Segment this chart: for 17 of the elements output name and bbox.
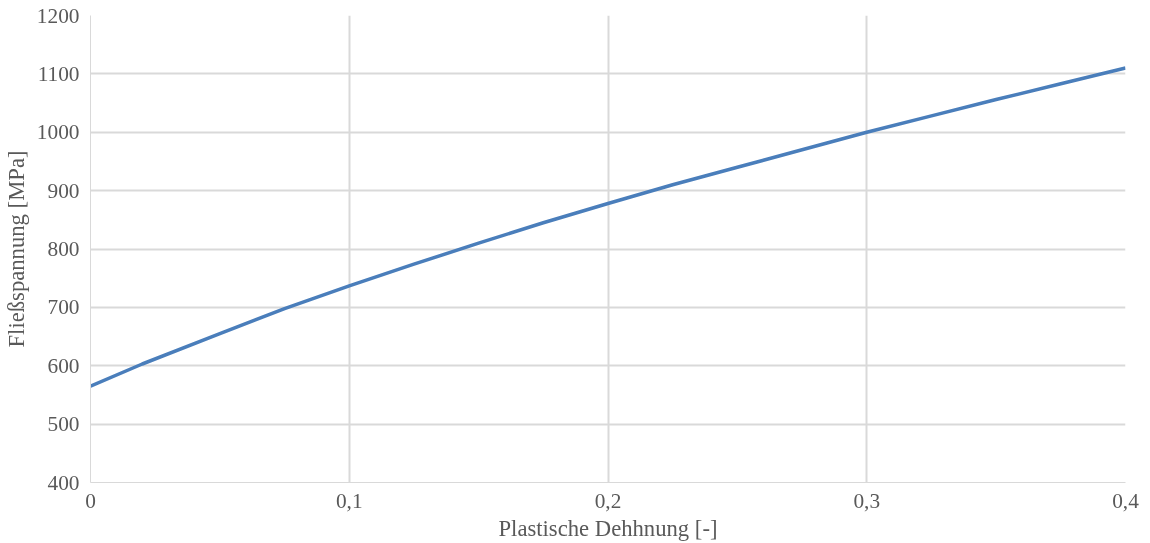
x-tick-label: 0,4: [1112, 488, 1140, 513]
y-tick-label: 800: [47, 237, 80, 261]
y-tick-label: 1100: [37, 61, 80, 86]
x-axis-title: Plastische Dehhnung [-]: [498, 515, 718, 541]
x-tick-label: 0,3: [853, 488, 881, 513]
y-tick-label: 600: [47, 353, 80, 378]
y-tick-label: 400: [47, 470, 80, 495]
x-tick-label: 0: [85, 488, 96, 513]
y-tick-label: 1200: [36, 3, 80, 28]
x-tick-label: 0,1: [335, 488, 363, 513]
y-tick-label: 900: [47, 178, 80, 203]
y-tick-label: 1000: [36, 120, 80, 145]
y-tick-label: 700: [47, 295, 80, 320]
line-series: [90, 66, 1126, 388]
x-tick-label: 0,2: [594, 488, 622, 513]
y-tick-label: 500: [47, 412, 80, 437]
y-axis-title: Fließspannung [MPa]: [3, 150, 29, 348]
